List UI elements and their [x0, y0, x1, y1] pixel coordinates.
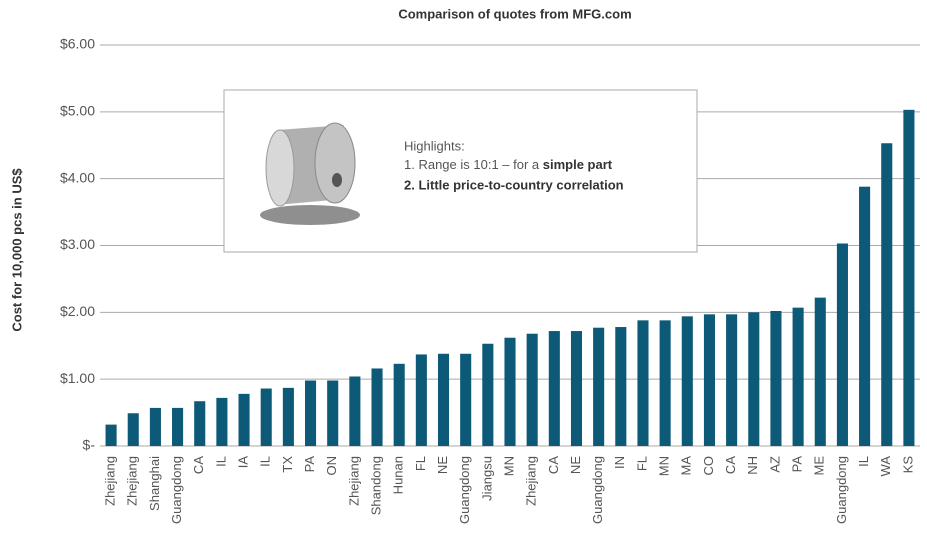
bar	[548, 331, 560, 446]
annotation-line: 1. Range is 10:1 – for a simple part	[404, 157, 613, 172]
bar	[415, 354, 427, 446]
bar	[105, 424, 117, 446]
x-tick-label: Guangdong	[590, 456, 605, 524]
y-tick-label: $1.00	[60, 370, 95, 386]
x-tick-label: NE	[568, 456, 583, 474]
x-tick-label: NE	[435, 456, 450, 474]
chart-title: Comparison of quotes from MFG.com	[398, 6, 631, 21]
x-tick-label: Zhejiang	[346, 456, 361, 506]
bar	[282, 387, 294, 446]
bar	[327, 380, 339, 446]
annotation-bold: simple part	[543, 157, 613, 172]
bar	[748, 312, 760, 446]
x-tick-label: NH	[745, 456, 760, 475]
x-tick-label: Guangdong	[169, 456, 184, 524]
x-tick-label: TX	[280, 456, 295, 473]
x-tick-label: ME	[812, 456, 827, 476]
annotation-line: 2. Little price-to-country correlation	[404, 177, 624, 192]
x-tick-label: IL	[258, 456, 273, 467]
x-tick-label: CA	[546, 456, 561, 474]
y-tick-label: $3.00	[60, 236, 95, 252]
bar	[770, 310, 782, 446]
x-tick-label: KS	[900, 456, 915, 474]
bar	[437, 353, 450, 446]
y-tick-label: $6.00	[60, 36, 95, 52]
x-tick-label: IL	[856, 456, 871, 467]
bar	[504, 337, 516, 446]
x-tick-label: Zhejiang	[103, 456, 118, 506]
annotation-box: Highlights: 1. Range is 10:1 – for a sim…	[223, 89, 698, 253]
bar	[726, 314, 738, 446]
bar	[615, 327, 627, 446]
x-tick-label: Jiangsu	[479, 456, 494, 501]
x-tick-label: Guangdong	[834, 456, 849, 524]
part-icon	[260, 122, 360, 225]
x-tick-label: MN	[501, 456, 516, 476]
bar	[903, 109, 915, 446]
x-tick-label: CA	[723, 456, 738, 474]
bar	[194, 401, 206, 446]
x-tick-label: MA	[679, 456, 694, 476]
bar	[814, 297, 826, 446]
x-tick-label: ON	[324, 456, 339, 476]
bar	[460, 353, 472, 446]
bar	[859, 186, 871, 447]
bar	[305, 380, 317, 446]
bar	[127, 413, 139, 446]
x-tick-label: PA	[790, 456, 805, 473]
annotation-heading: Highlights:	[404, 138, 465, 153]
x-tick-label: Shanghai	[147, 456, 162, 511]
x-tick-label: Shandong	[368, 456, 383, 515]
bar	[371, 368, 383, 446]
x-tick-label: MN	[657, 456, 672, 476]
bar	[216, 397, 228, 446]
x-tick-label: PA	[302, 456, 317, 473]
bar	[703, 314, 715, 446]
bar	[792, 307, 804, 446]
bar	[526, 333, 538, 446]
annotation-text: 1. Range is 10:1 – for a	[404, 157, 543, 172]
bar	[681, 316, 693, 446]
x-tick-label: IN	[612, 456, 627, 469]
bar	[482, 343, 494, 446]
bar	[172, 407, 184, 446]
x-tick-label: Zhejiang	[524, 456, 539, 506]
x-tick-label: IA	[235, 456, 250, 469]
bar	[260, 388, 272, 446]
x-tick-label: Guangdong	[457, 456, 472, 524]
bar	[637, 320, 649, 446]
x-tick-label: WA	[878, 456, 893, 477]
x-tick-label: AZ	[767, 456, 782, 473]
bar	[349, 376, 361, 446]
bar	[570, 331, 583, 446]
bar	[238, 393, 250, 446]
y-axis-title: Cost for 10,000 pcs in US$	[9, 168, 24, 332]
y-tick-label: $4.00	[60, 169, 95, 185]
x-tick-label: Hunan	[391, 456, 406, 494]
x-tick-label: FL	[634, 456, 649, 471]
bars: Zhejiang Zhejiang Shanghai Guangdong CA IL IA I…	[103, 109, 915, 524]
y-tick-label: $-	[83, 437, 96, 453]
y-tick-label: $5.00	[60, 103, 95, 119]
bar	[149, 407, 161, 446]
x-tick-label: Zhejiang	[125, 456, 140, 506]
x-tick-label: CA	[191, 456, 206, 474]
y-tick-label: $2.00	[60, 303, 95, 319]
x-tick-label: FL	[413, 456, 428, 471]
bar	[881, 143, 893, 446]
bar	[836, 243, 848, 446]
bar	[593, 327, 605, 446]
x-tick-label: CO	[701, 456, 716, 476]
x-tick-label: IL	[213, 456, 228, 467]
bar	[393, 363, 405, 446]
bar	[659, 320, 671, 446]
